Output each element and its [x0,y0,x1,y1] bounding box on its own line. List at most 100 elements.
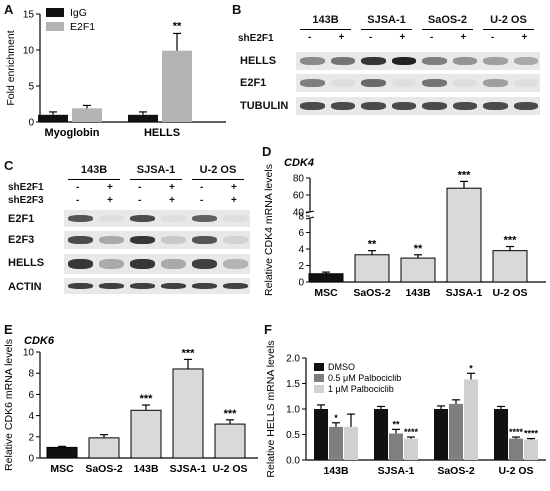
chart-d-y-tick-label: 4 [298,245,304,256]
blot-band [130,259,155,269]
chart-f-legend-swatch [314,374,324,382]
chart-e-y-axis-label: Relative CDK6 mRNA levels [3,339,15,471]
treatment-sign: - [76,182,80,193]
blot-row-label: E2F1 [8,213,35,225]
chart-a-y-tick-label: 15 [23,10,35,21]
blot-row-label: ACTIN [8,281,42,293]
chart-a-bar [38,114,68,122]
blot-band [68,283,93,289]
chart-d-bar [308,273,344,283]
blot-band [161,283,186,289]
chart-f-bar [494,409,508,460]
cell-line-underline [422,29,473,30]
blot-band [483,79,508,87]
chart-e-bar [46,446,78,459]
chart-f-y-tick-label: 0.0 [286,456,300,467]
blot-row-label: TUBULIN [240,100,289,112]
chart-a-fold-enrichment: 0 5 10 15 Fold enrichment Myoglobin HELLS ** IgG… [5,7,226,139]
blot-band [68,259,93,269]
blot-band [99,215,124,222]
chart-e-y-tick-label: 10 [23,348,35,359]
chart-f-bar [404,438,418,460]
chart-f-bar [374,409,388,460]
blot-band [422,57,447,65]
blot-band [192,283,217,289]
chart-d-x-tick-label: SJSA-1 [446,287,483,299]
treatment-sign: - [491,32,495,43]
chart-a-y-axis-label: Fold enrichment [5,30,17,105]
chart-d-bar [446,187,482,283]
chart-f-bar [344,426,358,460]
panel-label-b: B [232,2,242,17]
chart-d-significance-label: ** [368,239,377,251]
chart-f-bar [449,403,463,460]
blot-band [223,236,248,244]
blot-band [192,215,217,222]
blot-band [161,236,186,244]
blot-band [99,259,124,269]
chart-f-x-tick-label: SaOS-2 [437,465,475,477]
chart-e-bar [172,368,204,459]
chart-e-bar [130,409,162,459]
treatment-sign: - [138,182,142,193]
chart-d-bar [354,254,390,283]
blot-strip [64,231,250,249]
chart-f-legend-label: DMSO [328,362,355,372]
chart-d-significance-label: ** [414,243,423,255]
blot-band [161,259,186,269]
chart-a-bar [162,50,192,122]
blot-band [361,79,386,87]
blot-strip [296,52,540,70]
chart-e-y-tick-label: 6 [28,390,34,401]
cell-line-underline [300,29,351,30]
panel-label-a: A [4,2,14,17]
chart-d-y-tick-label: 8 [298,212,304,223]
cell-line-label: U-2 OS [199,164,237,176]
chart-d-x-tick-label: 143B [405,287,431,299]
chart-a-bar [72,108,102,122]
chart-f-x-tick-label: SJSA-1 [378,465,415,477]
chart-e-x-tick-label: 143B [133,463,159,475]
cell-line-label: U-2 OS [490,14,527,26]
treatment-sign: + [169,195,175,206]
blot-band [223,283,248,289]
chart-f-legend-swatch [314,385,324,393]
chart-f-significance-label: **** [509,427,524,437]
chart-a-significance-label: ** [173,20,182,32]
chart-a-x-tick-label: Myoglobin [45,127,100,139]
treatment-sign: - [369,32,373,43]
chart-a-legend-label: IgG [70,7,87,19]
chart-f-legend-swatch [314,363,324,371]
chart-f-legend-label: 1 μM Palbociclib [328,384,394,394]
treatment-sign: - [138,195,142,206]
blot-band [483,57,508,65]
blot-band [330,57,355,65]
treatment-sign: + [231,195,237,206]
western-blot-b: 143B SJSA-1 SaOS-2 U-2 OS shE2F1 - + - + - + - + HELL… [232,0,550,140]
treatment-sign: + [169,182,175,193]
cell-line-underline [68,179,120,180]
chart-f-x-tick-label: U-2 OS [498,465,533,477]
treatment-sign: - [200,195,204,206]
chart-d-title: CDK4 [284,157,314,169]
blot-band [223,259,248,269]
chart-f-bar [389,433,403,460]
chart-a-legend-swatch [46,22,64,31]
treatment-sign: + [460,32,467,43]
treatment-sign: + [231,182,237,193]
blot-band [452,79,477,87]
blot-strip [296,97,540,115]
chart-e-significance-label: *** [140,393,154,405]
cell-line-label: SaOS-2 [427,14,468,26]
cell-line-underline [130,179,182,180]
treatment-sign: + [107,195,113,206]
chart-d-y-tick-label: 6 [298,228,304,239]
chart-e-y-tick-label: 2 [28,432,34,443]
treatment-label: shE2F3 [8,195,44,206]
blot-strip [64,210,250,227]
blot-row-label: E2F3 [8,234,35,246]
blot-band [130,215,155,222]
treatment-sign: - [76,195,80,206]
blot-band [300,102,325,110]
chart-d-significance-label: *** [504,235,518,247]
